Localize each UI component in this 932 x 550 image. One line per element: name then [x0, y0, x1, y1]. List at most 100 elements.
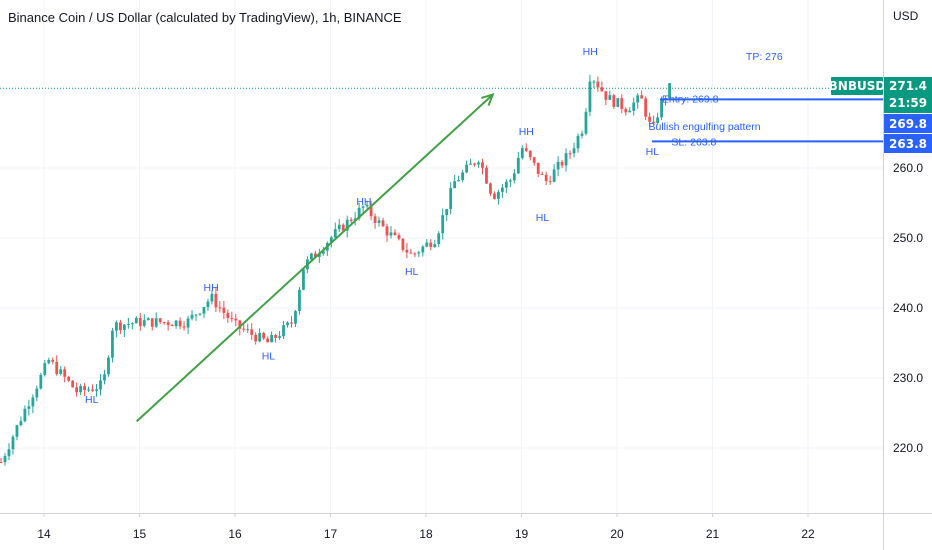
candle-body — [162, 322, 166, 324]
candle-body — [99, 380, 102, 390]
candle-body — [122, 324, 126, 331]
candle-body — [461, 172, 465, 181]
candle-body — [409, 252, 413, 254]
candle-body — [142, 320, 146, 326]
y-tick-label: 230.0 — [893, 371, 923, 385]
candle-body — [497, 191, 500, 199]
countdown-label: 21:59 — [889, 96, 927, 110]
candle-body — [361, 206, 365, 208]
tp-annotation: TP: 276 — [746, 51, 783, 63]
y-tick-label: 250.0 — [893, 231, 923, 245]
candle-body — [278, 336, 281, 338]
candle-body — [532, 157, 536, 163]
candle-body — [536, 162, 540, 174]
candle-body — [166, 322, 170, 326]
candle-body — [298, 289, 301, 312]
candle-body — [210, 293, 214, 302]
candle-body — [39, 374, 43, 389]
swing-label: HL — [646, 146, 660, 158]
candle-body — [640, 95, 644, 99]
candle-body — [596, 81, 600, 88]
entry-annotation: Entry: 269.8 — [662, 93, 719, 105]
candle-body — [381, 220, 385, 227]
swing-label: HL — [405, 266, 419, 278]
candle-body — [528, 150, 532, 158]
candle-body — [512, 173, 516, 181]
swing-label: HH — [356, 196, 371, 208]
candle-body — [648, 116, 652, 122]
candle-body — [377, 220, 381, 223]
candle-body — [138, 317, 142, 326]
swing-label: HH — [204, 282, 219, 294]
candle-body — [636, 95, 640, 103]
y-tick-label: 220.0 — [893, 441, 923, 455]
candle-body — [115, 322, 118, 331]
candle-body — [580, 133, 584, 136]
candle-body — [445, 209, 449, 216]
candle-body — [493, 193, 496, 199]
currency-label: USD — [893, 9, 919, 23]
candle-body — [540, 173, 544, 175]
x-tick-label: 21 — [706, 527, 720, 541]
candle-body — [592, 81, 596, 83]
candle-body — [234, 318, 238, 321]
candle-body — [608, 95, 612, 100]
candle-body — [254, 334, 258, 342]
x-tick-label: 20 — [610, 527, 624, 541]
candle-body — [441, 215, 445, 234]
candle-body — [95, 389, 98, 391]
swing-label: HL — [262, 351, 276, 363]
candle-body — [449, 188, 453, 210]
sl-annotation: SL: 263.8 — [671, 136, 716, 148]
candle-body — [624, 108, 628, 113]
candle-body — [604, 91, 608, 100]
trend-arrow-line — [135, 93, 494, 423]
candle-body — [369, 204, 373, 217]
candle-body — [417, 252, 421, 254]
candle-body — [429, 242, 433, 248]
x-tick-label: 22 — [801, 527, 815, 541]
candle-body — [182, 326, 186, 328]
candle-body — [59, 369, 63, 374]
candle-body — [126, 323, 130, 325]
candle-body — [516, 157, 520, 174]
candle-body — [43, 363, 47, 375]
x-tick-label: 19 — [515, 527, 529, 541]
candle-body — [485, 167, 488, 184]
candle-body — [572, 148, 576, 154]
candle-body — [3, 456, 7, 463]
candle-body — [405, 249, 409, 253]
candle-body — [11, 436, 15, 450]
candle-body — [63, 369, 67, 377]
candle-body — [600, 87, 604, 92]
candle-body — [365, 204, 369, 207]
candle-body — [91, 389, 94, 391]
candle-body — [628, 110, 632, 113]
candle-body — [564, 153, 568, 166]
candle-body — [206, 301, 210, 308]
entry-price-badge — [884, 114, 932, 133]
candle-body — [668, 83, 671, 99]
symbol-badge — [831, 77, 883, 95]
sl-price-badge — [884, 134, 932, 153]
candle-body — [612, 95, 616, 107]
candle-body — [425, 242, 429, 247]
candle-body — [556, 161, 560, 170]
candle-body — [552, 169, 556, 182]
candle-body — [75, 387, 79, 393]
candle-body — [242, 328, 246, 330]
candle-body — [27, 406, 31, 409]
candle-body — [274, 335, 277, 338]
sl-price-label: 263.8 — [889, 137, 927, 151]
candle-body — [560, 161, 564, 166]
candle-body — [568, 153, 572, 155]
candle-body — [186, 318, 190, 328]
x-tick-label: 17 — [324, 527, 338, 541]
candle-body — [71, 380, 75, 388]
candle-body — [576, 135, 580, 149]
candle-body — [393, 232, 397, 236]
candle-body — [250, 329, 254, 335]
candle-body — [389, 232, 393, 236]
y-tick-label: 260.0 — [893, 161, 923, 175]
